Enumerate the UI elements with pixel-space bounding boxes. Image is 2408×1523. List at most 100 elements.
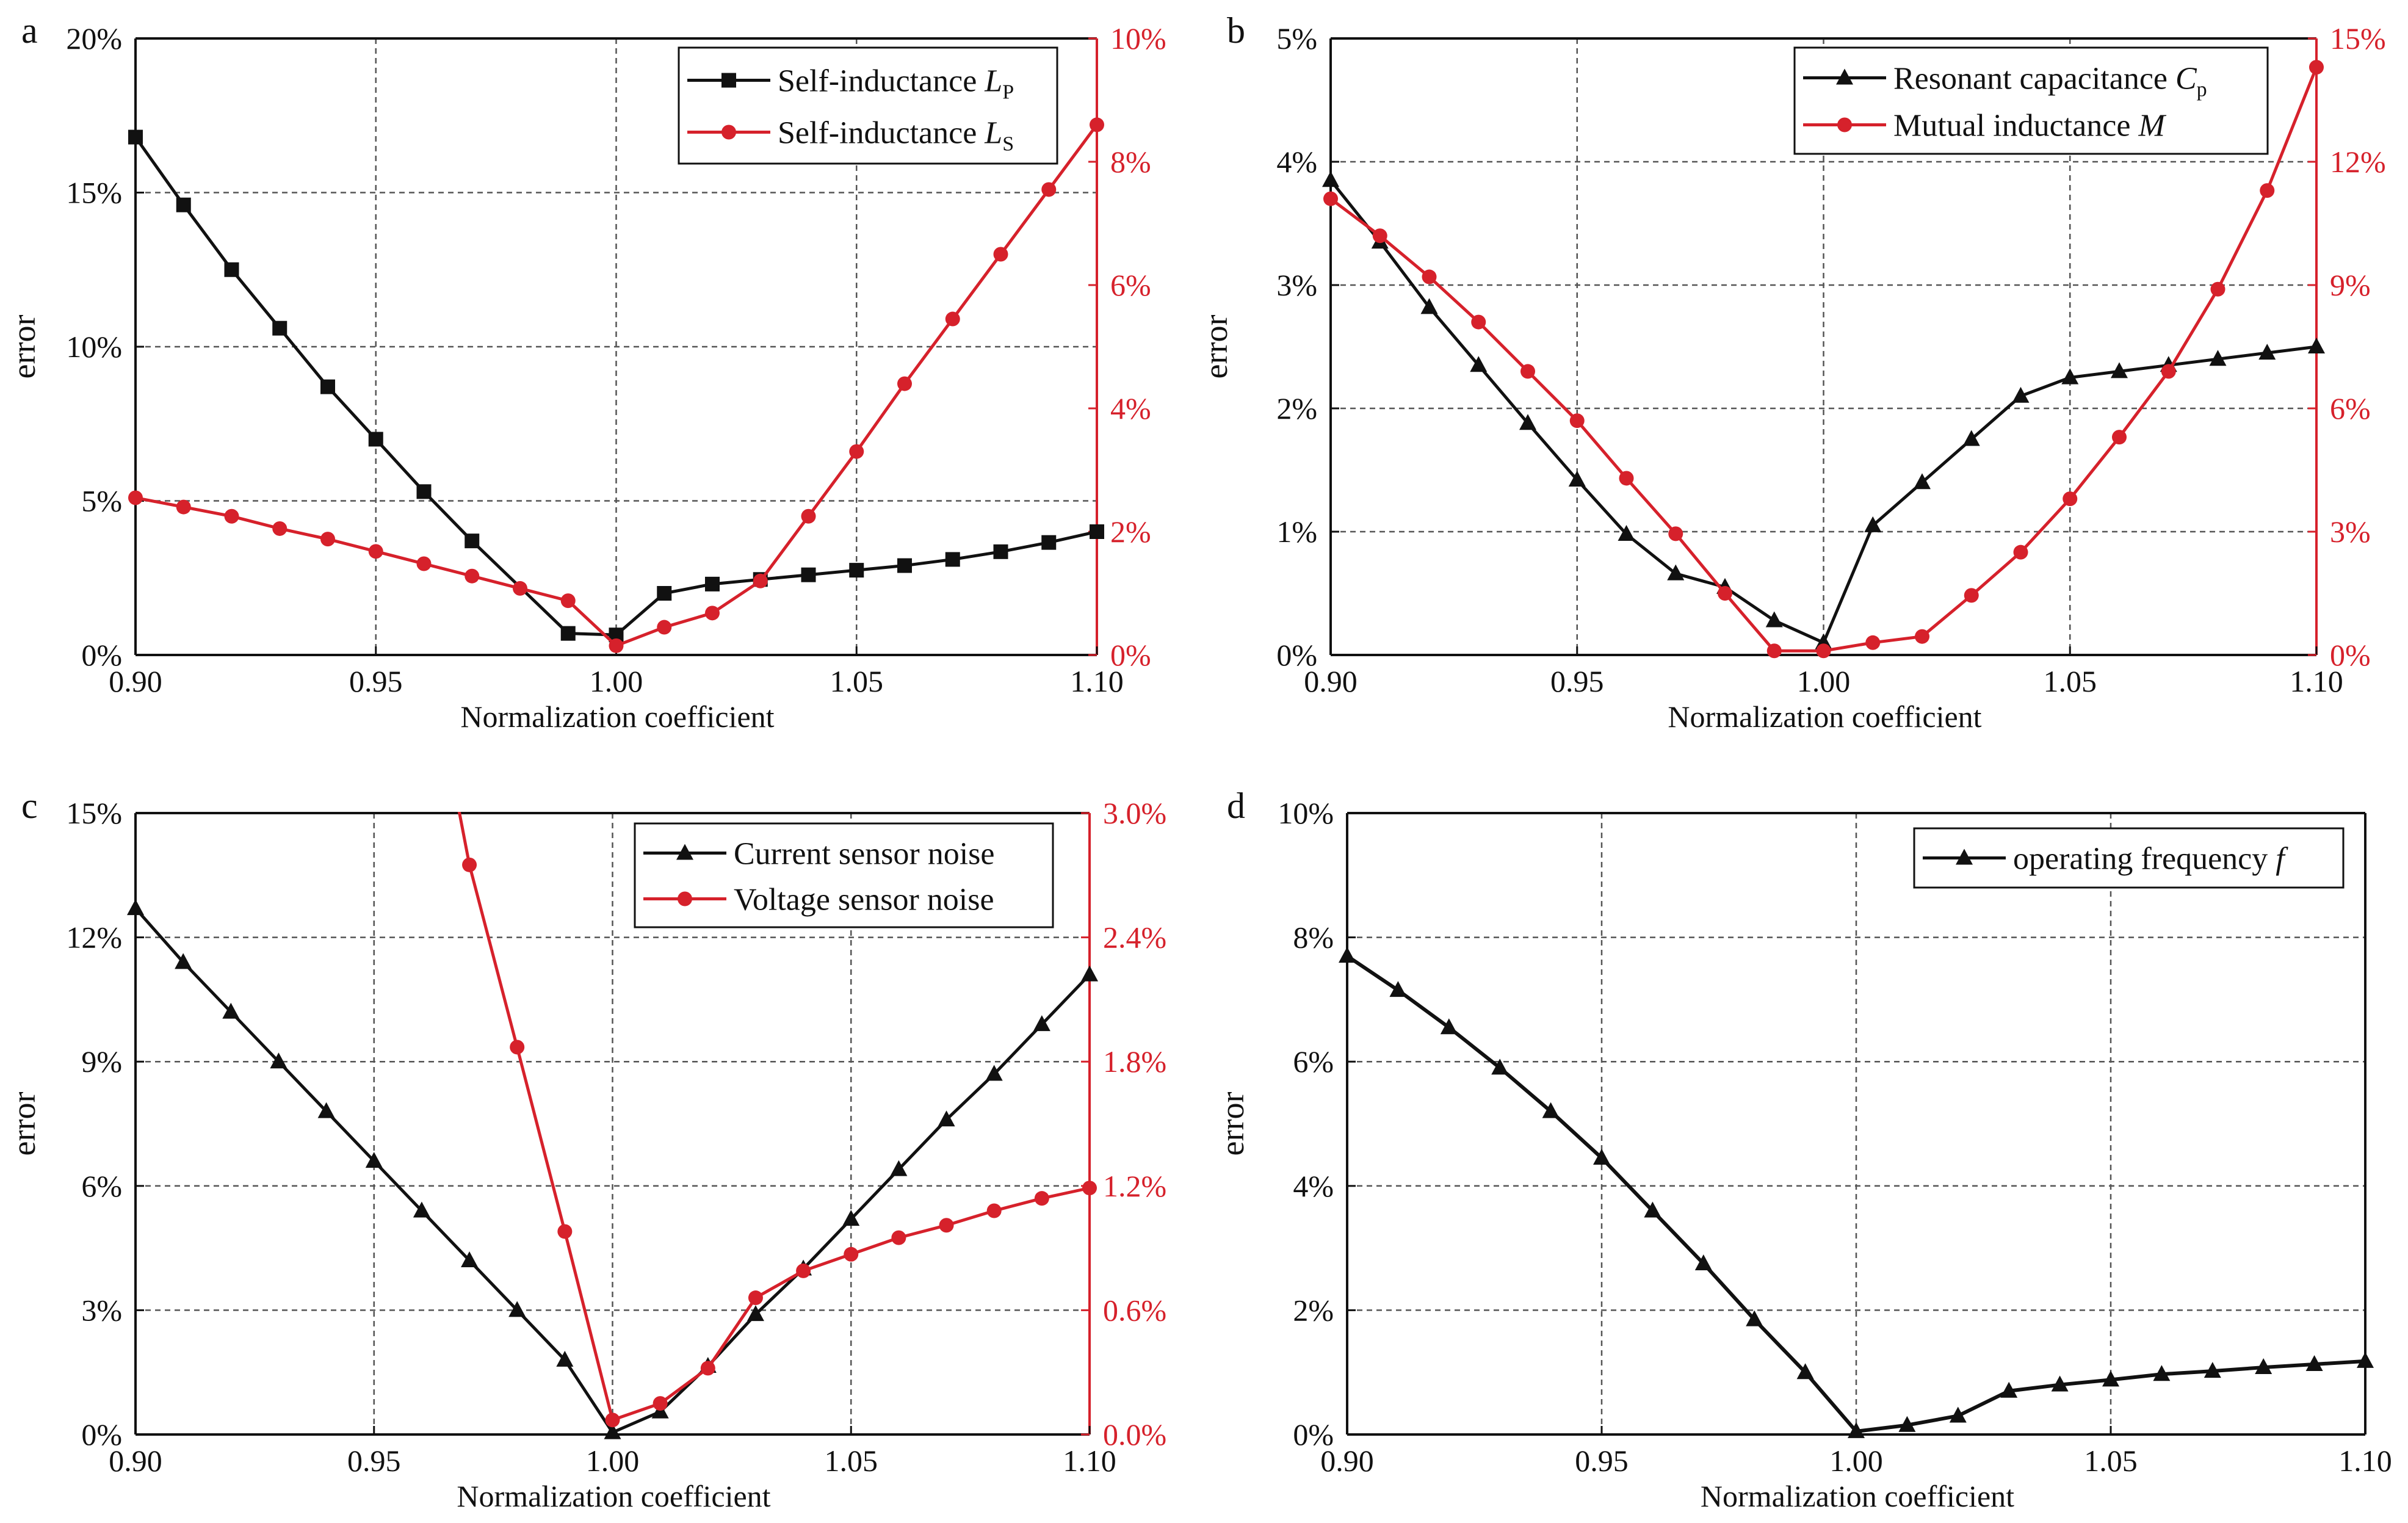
data-point [1339,947,1356,963]
legend-item-1: operating frequency f [1923,842,2288,877]
data-point [2204,1362,2221,1378]
chart-panel-d: d 0.90 0.95 1.00 1.05 1.10 Normalization coeff… [1214,786,2392,1513]
data-point [2255,1358,2272,1375]
data-point [748,1290,763,1306]
x-axis-label: Normalization coefficient [1668,700,1981,734]
series-1 [1339,947,2374,1438]
data-point [272,320,287,336]
chart-panel-b: b 0.90 0.95 1.00 1.05 1.10 Normalization coeff… [1198,10,2386,734]
x-tick-label: 0.90 [1304,664,1358,698]
y-tick-label: 3% [1276,268,1317,302]
data-point [1470,356,1488,372]
data-point [1322,171,1339,187]
data-point [1323,191,1338,206]
x-tick-label: 0.95 [349,664,403,698]
plot-area [1339,947,2374,1438]
legend-item-1: Current sensor noise [643,837,994,872]
legend-box [678,46,1058,165]
y-axis-label: error [5,315,42,379]
y2-tick-label: 1.2% [1103,1169,1166,1203]
data-point [2063,491,2078,507]
data-point [897,376,912,391]
data-point [1034,1191,1049,1206]
y2-tick-label: 0.0% [1103,1417,1166,1452]
x-tick-label: 0.95 [1550,664,1604,698]
data-point [1568,471,1586,487]
data-point [1593,1148,1610,1165]
data-point [320,532,335,547]
data-point [747,1305,764,1322]
series-1 [1322,171,2325,649]
data-point [1964,588,1979,603]
y-tick-label: 4% [1276,145,1317,179]
data-point [801,567,816,582]
data-point [1090,524,1104,539]
data-point [986,1203,1002,1218]
plot-area [127,812,1098,1439]
data-point [1372,228,1387,244]
x-tick-label: 1.05 [2084,1444,2138,1478]
x-tick-label: 0.90 [1320,1444,1374,1478]
legend-item-1: Resonant capacitance Cp [1803,62,2207,101]
x-tick-label: 1.00 [586,1444,640,1478]
chart-panel-a: a 0.90 0.95 1.00 1.05 1.10 Normalization coeff… [5,10,1166,734]
data-point [1471,314,1486,330]
y2-tick-label: 6% [1110,268,1151,302]
y-tick-label: 10% [66,330,122,364]
panel-letter: d [1227,786,1245,826]
data-point [1914,473,1931,490]
data-point [176,499,191,515]
legend-box [634,822,1054,928]
data-point [897,558,912,573]
data-point [705,576,720,591]
data-point [1949,1406,1967,1423]
data-point [657,620,672,635]
y-tick-label: 15% [66,796,122,830]
x-axis-label: Normalization coefficient [457,1479,770,1513]
data-point [705,606,720,621]
data-point [1569,413,1585,429]
data-point [1041,182,1057,197]
data-point [985,1065,1003,1081]
y2-tick-label: 2% [1110,515,1151,549]
data-point [2153,1365,2171,1381]
data-point [1644,1201,1661,1218]
legend-box [1793,46,2269,155]
legend-label: Self-inductance LP [778,64,1014,104]
data-point [842,1210,860,1226]
data-point [2013,544,2028,560]
x-tick-label: 0.95 [1575,1444,1629,1478]
legend-label: operating frequency f [2013,842,2288,877]
data-point [2111,362,2128,378]
data-point [416,484,432,499]
data-point [1090,117,1104,132]
data-point [1765,611,1783,628]
legend-label: Voltage sensor noise [734,883,994,917]
y2-tick-label: 3.0% [1103,796,1166,830]
x-tick-label: 0.95 [347,1444,401,1478]
y2-tick-label: 15% [2330,21,2386,56]
data-point [556,1350,574,1367]
data-point [368,544,383,559]
y2-tick-label: 2.4% [1103,921,1166,955]
x-tick-label: 1.10 [2338,1444,2392,1478]
y-tick-label: 5% [1276,21,1317,56]
legend: Resonant capacitance Cp Mutual inductance… [1793,46,2269,155]
data-point [461,1251,479,1267]
y2-tick-label: 0.6% [1103,1293,1166,1327]
chart-panel-c: c 0.90 0.95 1.00 1.05 1.10 Normalization coeff… [5,786,1166,1513]
data-point [801,508,816,524]
y-tick-label: 1% [1276,515,1317,549]
y-tick-label: 6% [81,1169,122,1203]
x-tick-label: 0.90 [109,1444,162,1478]
data-point [1816,643,1831,659]
data-point [1848,1422,1865,1438]
x-tick-label: 1.00 [1797,664,1851,698]
data-point [945,552,960,567]
x-tick-label: 1.10 [1063,1444,1116,1478]
y2-tick-label: 9% [2330,268,2371,302]
plot-area [1322,60,2325,659]
data-point [1422,269,1437,284]
data-point [1041,535,1057,550]
